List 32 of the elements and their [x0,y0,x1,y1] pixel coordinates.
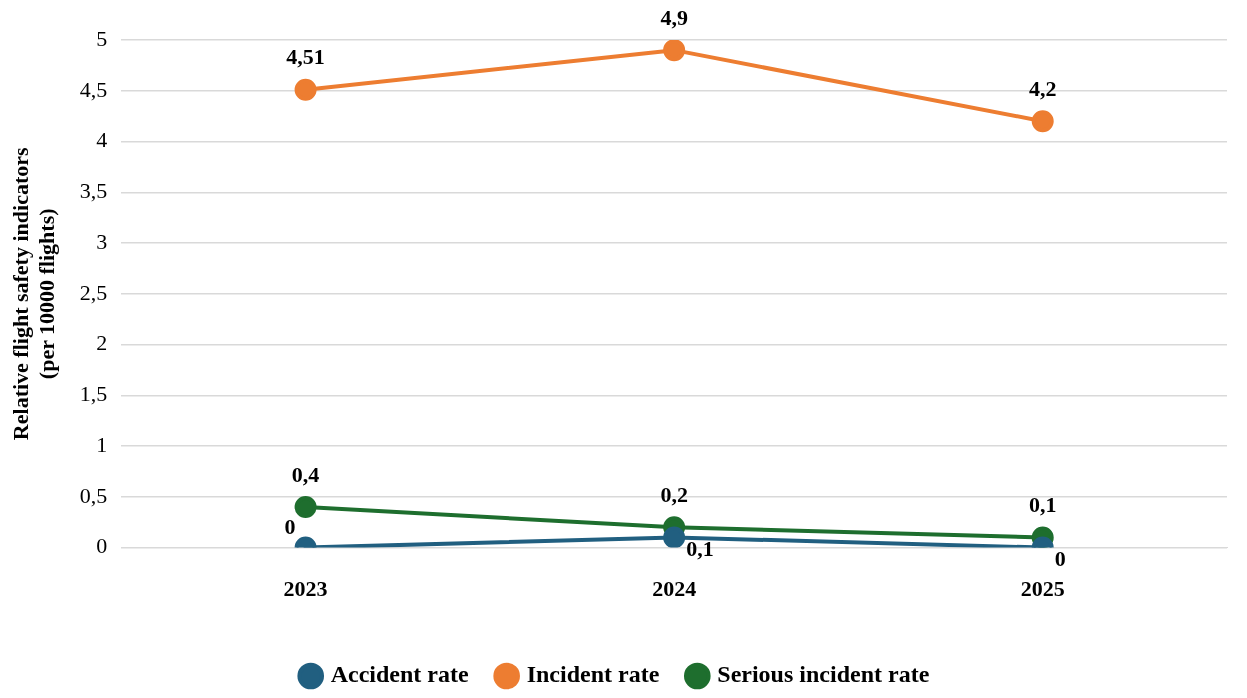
data-label: 0 [1054,546,1066,572]
y-tick-label: 0 [96,533,108,559]
y-tick-label: 2,5 [79,279,108,305]
data-label: 0 [284,514,296,540]
y-axis-title: Relative flight safety indicators (per 10000 flights) [7,147,60,441]
data-label: 4,9 [660,4,688,30]
data-label: 4,2 [1028,75,1057,101]
data-label: 0,1 [1028,492,1057,518]
y-tick-label: 1,5 [79,381,108,407]
data-label: 0,4 [291,461,320,487]
legend-label: Incident rate [526,661,660,688]
y-tick-label: 5 [96,25,108,51]
data-label: 0,1 [686,536,714,562]
point [294,495,317,518]
x-tick-label: 2023 [283,576,328,602]
point [663,40,686,62]
point [663,526,686,548]
legend-label: Accident rate [330,661,470,688]
x-tick-label: 2025 [1020,576,1065,602]
y-tick-label: 1 [96,431,108,457]
y-tick-label: 3 [96,228,108,254]
y-tick-label: 3,5 [79,178,108,204]
point [1031,110,1054,133]
y-tick-label: 0,5 [79,482,108,508]
data-label: 0,2 [660,481,688,507]
point [294,78,317,101]
data-label: 4,51 [286,44,325,70]
y-tick-label: 2 [96,330,108,356]
y-tick-label: 4,5 [79,76,108,102]
y-tick-label: 4 [96,127,108,153]
x-tick-label: 2024 [652,576,697,602]
legend-label: Serious incident rate [717,661,930,688]
